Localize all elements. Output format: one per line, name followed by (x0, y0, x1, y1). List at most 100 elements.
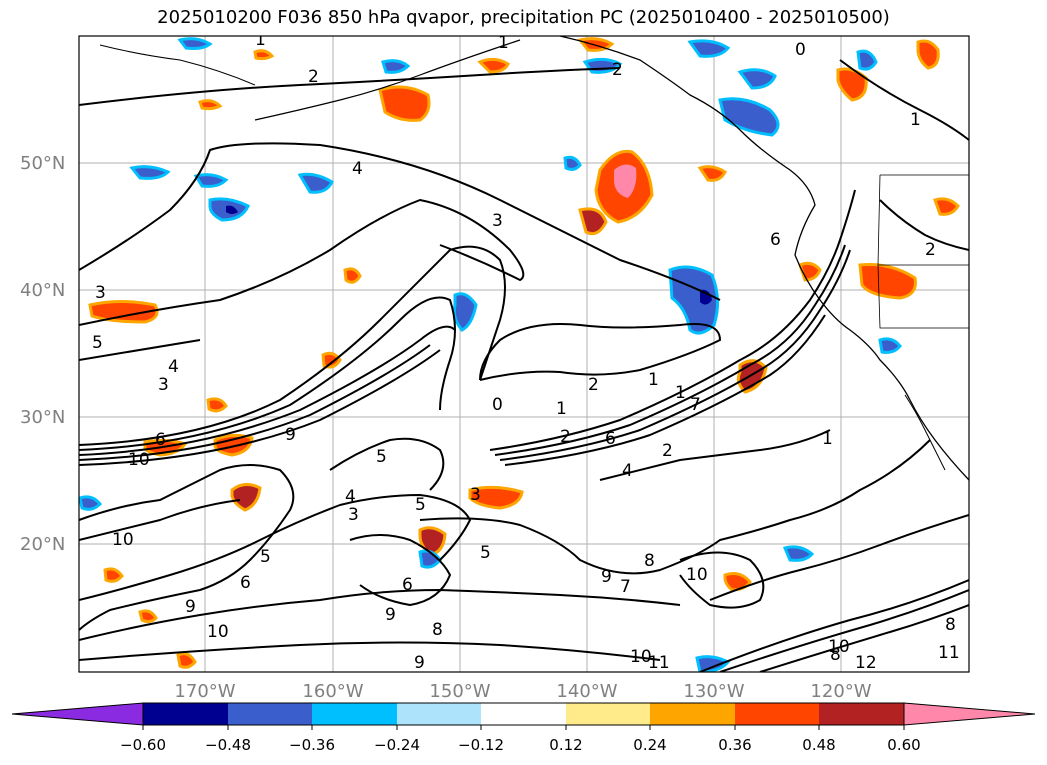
contour-label: 7 (690, 395, 701, 415)
contour-label: 10 (686, 565, 708, 585)
contour-label: 5 (376, 447, 387, 467)
colorbar-extend-max (903, 702, 1036, 726)
colorbar-tick-label: 0.48 (802, 736, 835, 754)
contour-label: 7 (620, 577, 631, 597)
contour-label: 10 (112, 530, 134, 550)
contour-label: 1 (648, 370, 659, 390)
contour-label: 10 (630, 647, 652, 667)
contour-label: 5 (480, 543, 491, 563)
lat-label-40n: 40°N (20, 280, 65, 301)
colorbar-outline (142, 702, 905, 726)
contour-label: 9 (414, 653, 425, 673)
colorbar-ticks (142, 725, 905, 730)
lat-label-50n: 50°N (20, 153, 65, 174)
contour-label: 9 (185, 597, 196, 617)
contour-label: 5 (92, 333, 103, 353)
colorbar-tick-label: 0.60 (887, 736, 920, 754)
colorbar-segment (735, 703, 819, 725)
lat-label-20n: 20°N (20, 534, 65, 555)
contour-label: 9 (601, 567, 612, 587)
lon-label-160w: 160°W (302, 681, 363, 702)
lon-label-120w: 120°W (810, 681, 871, 702)
colorbar-segment (650, 703, 735, 725)
colorbar-segment (143, 703, 228, 725)
contour-label: 10 (828, 637, 850, 657)
contour-label: 6 (402, 575, 413, 595)
contour-label: 3 (158, 375, 169, 395)
contour-label: 6 (770, 230, 781, 250)
colorbar-tick-label: 0.36 (718, 736, 751, 754)
contour-label: 6 (240, 573, 251, 593)
contour-label: 4 (622, 461, 633, 481)
colorbar-segment (819, 703, 904, 725)
precip-positive-areas (88, 37, 960, 669)
contour-label: 4 (345, 487, 356, 507)
contour-label: 3 (492, 211, 503, 231)
coastlines (99, 36, 969, 481)
colorbar: −0.60 −0.48 −0.36 −0.24 −0.12 0.12 0.24 … (11, 702, 1036, 754)
colorbar-tick-label: −0.24 (374, 736, 420, 754)
lat-label-30n: 30°N (20, 407, 65, 428)
contour-label: 11 (938, 643, 960, 663)
colorbar-tick-label: −0.12 (458, 736, 504, 754)
lon-label-140w: 140°W (556, 681, 617, 702)
colorbar-segment (228, 703, 312, 725)
contour-label: 3 (470, 485, 481, 505)
contour-label: 10 (128, 450, 150, 470)
map-background (79, 36, 969, 672)
contour-label: 3 (95, 283, 106, 303)
contour-label: 4 (168, 357, 179, 377)
contour-label: 8 (432, 620, 443, 640)
contour-label: 4 (352, 159, 363, 179)
contour-label: 6 (605, 429, 616, 449)
contour-label: 2 (612, 60, 623, 80)
contour-label: 10 (207, 622, 229, 642)
colorbar-segment (312, 703, 397, 725)
contour-label: 9 (385, 605, 396, 625)
contour-label: 8 (830, 645, 841, 665)
colorbar-tick-label: −0.60 (120, 736, 166, 754)
contour-label: 8 (945, 615, 956, 635)
colorbar-tick-label: 0.24 (633, 736, 666, 754)
contour-label: 1 (556, 399, 567, 419)
contour-label: 8 (644, 551, 655, 571)
latitude-labels: 50°N 40°N 30°N 20°N (20, 153, 65, 555)
contour-label: 1 (822, 429, 833, 449)
contour-labels: 1 1 2 2 4 3 3 5 4 3 1 2 0 1 2 6 6 9 10 5… (92, 30, 960, 673)
contour-label: 5 (260, 547, 271, 567)
contour-label: 0 (492, 395, 503, 415)
colorbar-segment (481, 703, 566, 725)
contour-label: 2 (662, 441, 673, 461)
contour-label: 0 (795, 40, 806, 60)
map-frame (78, 35, 970, 673)
contour-label: 2 (308, 67, 319, 87)
contour-label: 2 (925, 240, 936, 260)
contour-label: 2 (560, 427, 571, 447)
contour-label: 1 (675, 383, 686, 403)
qvapor-contours (79, 59, 969, 672)
colorbar-extend-min (11, 702, 144, 726)
contour-label: 5 (415, 495, 426, 515)
contour-label: 6 (155, 430, 166, 450)
contour-label: 1 (255, 30, 266, 50)
colorbar-tick-label: −0.36 (289, 736, 335, 754)
contour-label: 3 (348, 505, 359, 525)
contour-label: 9 (285, 425, 296, 445)
graticule (79, 36, 969, 672)
colorbar-segment (397, 703, 481, 725)
contour-label: 1 (910, 110, 921, 130)
lon-label-150w: 150°W (429, 681, 490, 702)
contour-label: 1 (498, 33, 509, 53)
contour-label: 12 (855, 653, 877, 673)
colorbar-tick-label: 0.12 (549, 736, 582, 754)
colorbar-tick-label: −0.48 (205, 736, 251, 754)
contour-label: 11 (648, 653, 670, 673)
contour-label: 2 (588, 375, 599, 395)
lon-label-170w: 170°W (174, 681, 235, 702)
colorbar-segment (566, 703, 650, 725)
longitude-labels: 170°W 160°W 150°W 140°W 130°W 120°W (174, 681, 871, 702)
lon-label-130w: 130°W (683, 681, 744, 702)
precip-negative-areas (79, 37, 902, 672)
plot-title: 2025010200 F036 850 hPa qvapor, precipit… (157, 7, 890, 28)
